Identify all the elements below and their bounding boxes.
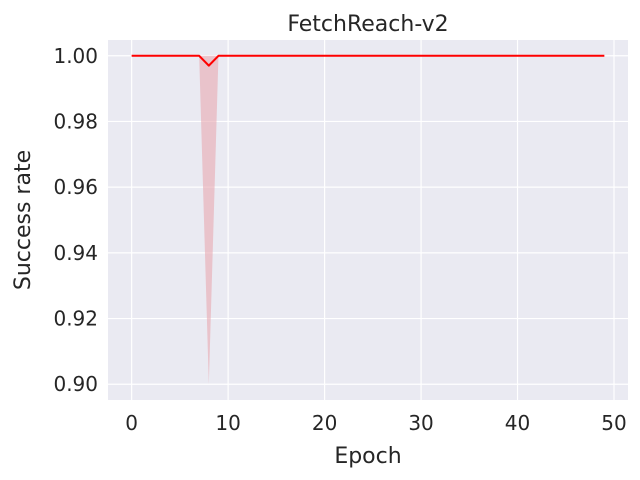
x-tick-labels: 0 10 20 30 40 50 (125, 411, 626, 435)
x-axis-label: Epoch (334, 444, 401, 469)
x-tick-label: 20 (312, 411, 337, 435)
y-tick-label: 0.98 (53, 109, 98, 133)
chart-title: FetchReach-v2 (287, 12, 448, 37)
success-rate-line (131, 54, 605, 67)
y-tick-label: 0.90 (53, 372, 98, 396)
y-tick-label: 0.92 (53, 307, 98, 331)
y-axis-label: Success rate (11, 150, 36, 290)
series-line-layer (131, 54, 605, 67)
y-tick-label: 0.96 (53, 175, 98, 199)
x-tick-label: 0 (125, 411, 138, 435)
x-tick-label: 50 (601, 411, 626, 435)
y-tick-labels: 0.90 0.92 0.94 0.96 0.98 1.00 (53, 44, 98, 396)
y-tick-label: 0.94 (53, 241, 98, 265)
y-tick-label: 1.00 (53, 44, 98, 68)
x-tick-label: 10 (215, 411, 240, 435)
x-tick-label: 40 (505, 411, 530, 435)
x-tick-label: 30 (408, 411, 433, 435)
plot-area (108, 40, 628, 400)
